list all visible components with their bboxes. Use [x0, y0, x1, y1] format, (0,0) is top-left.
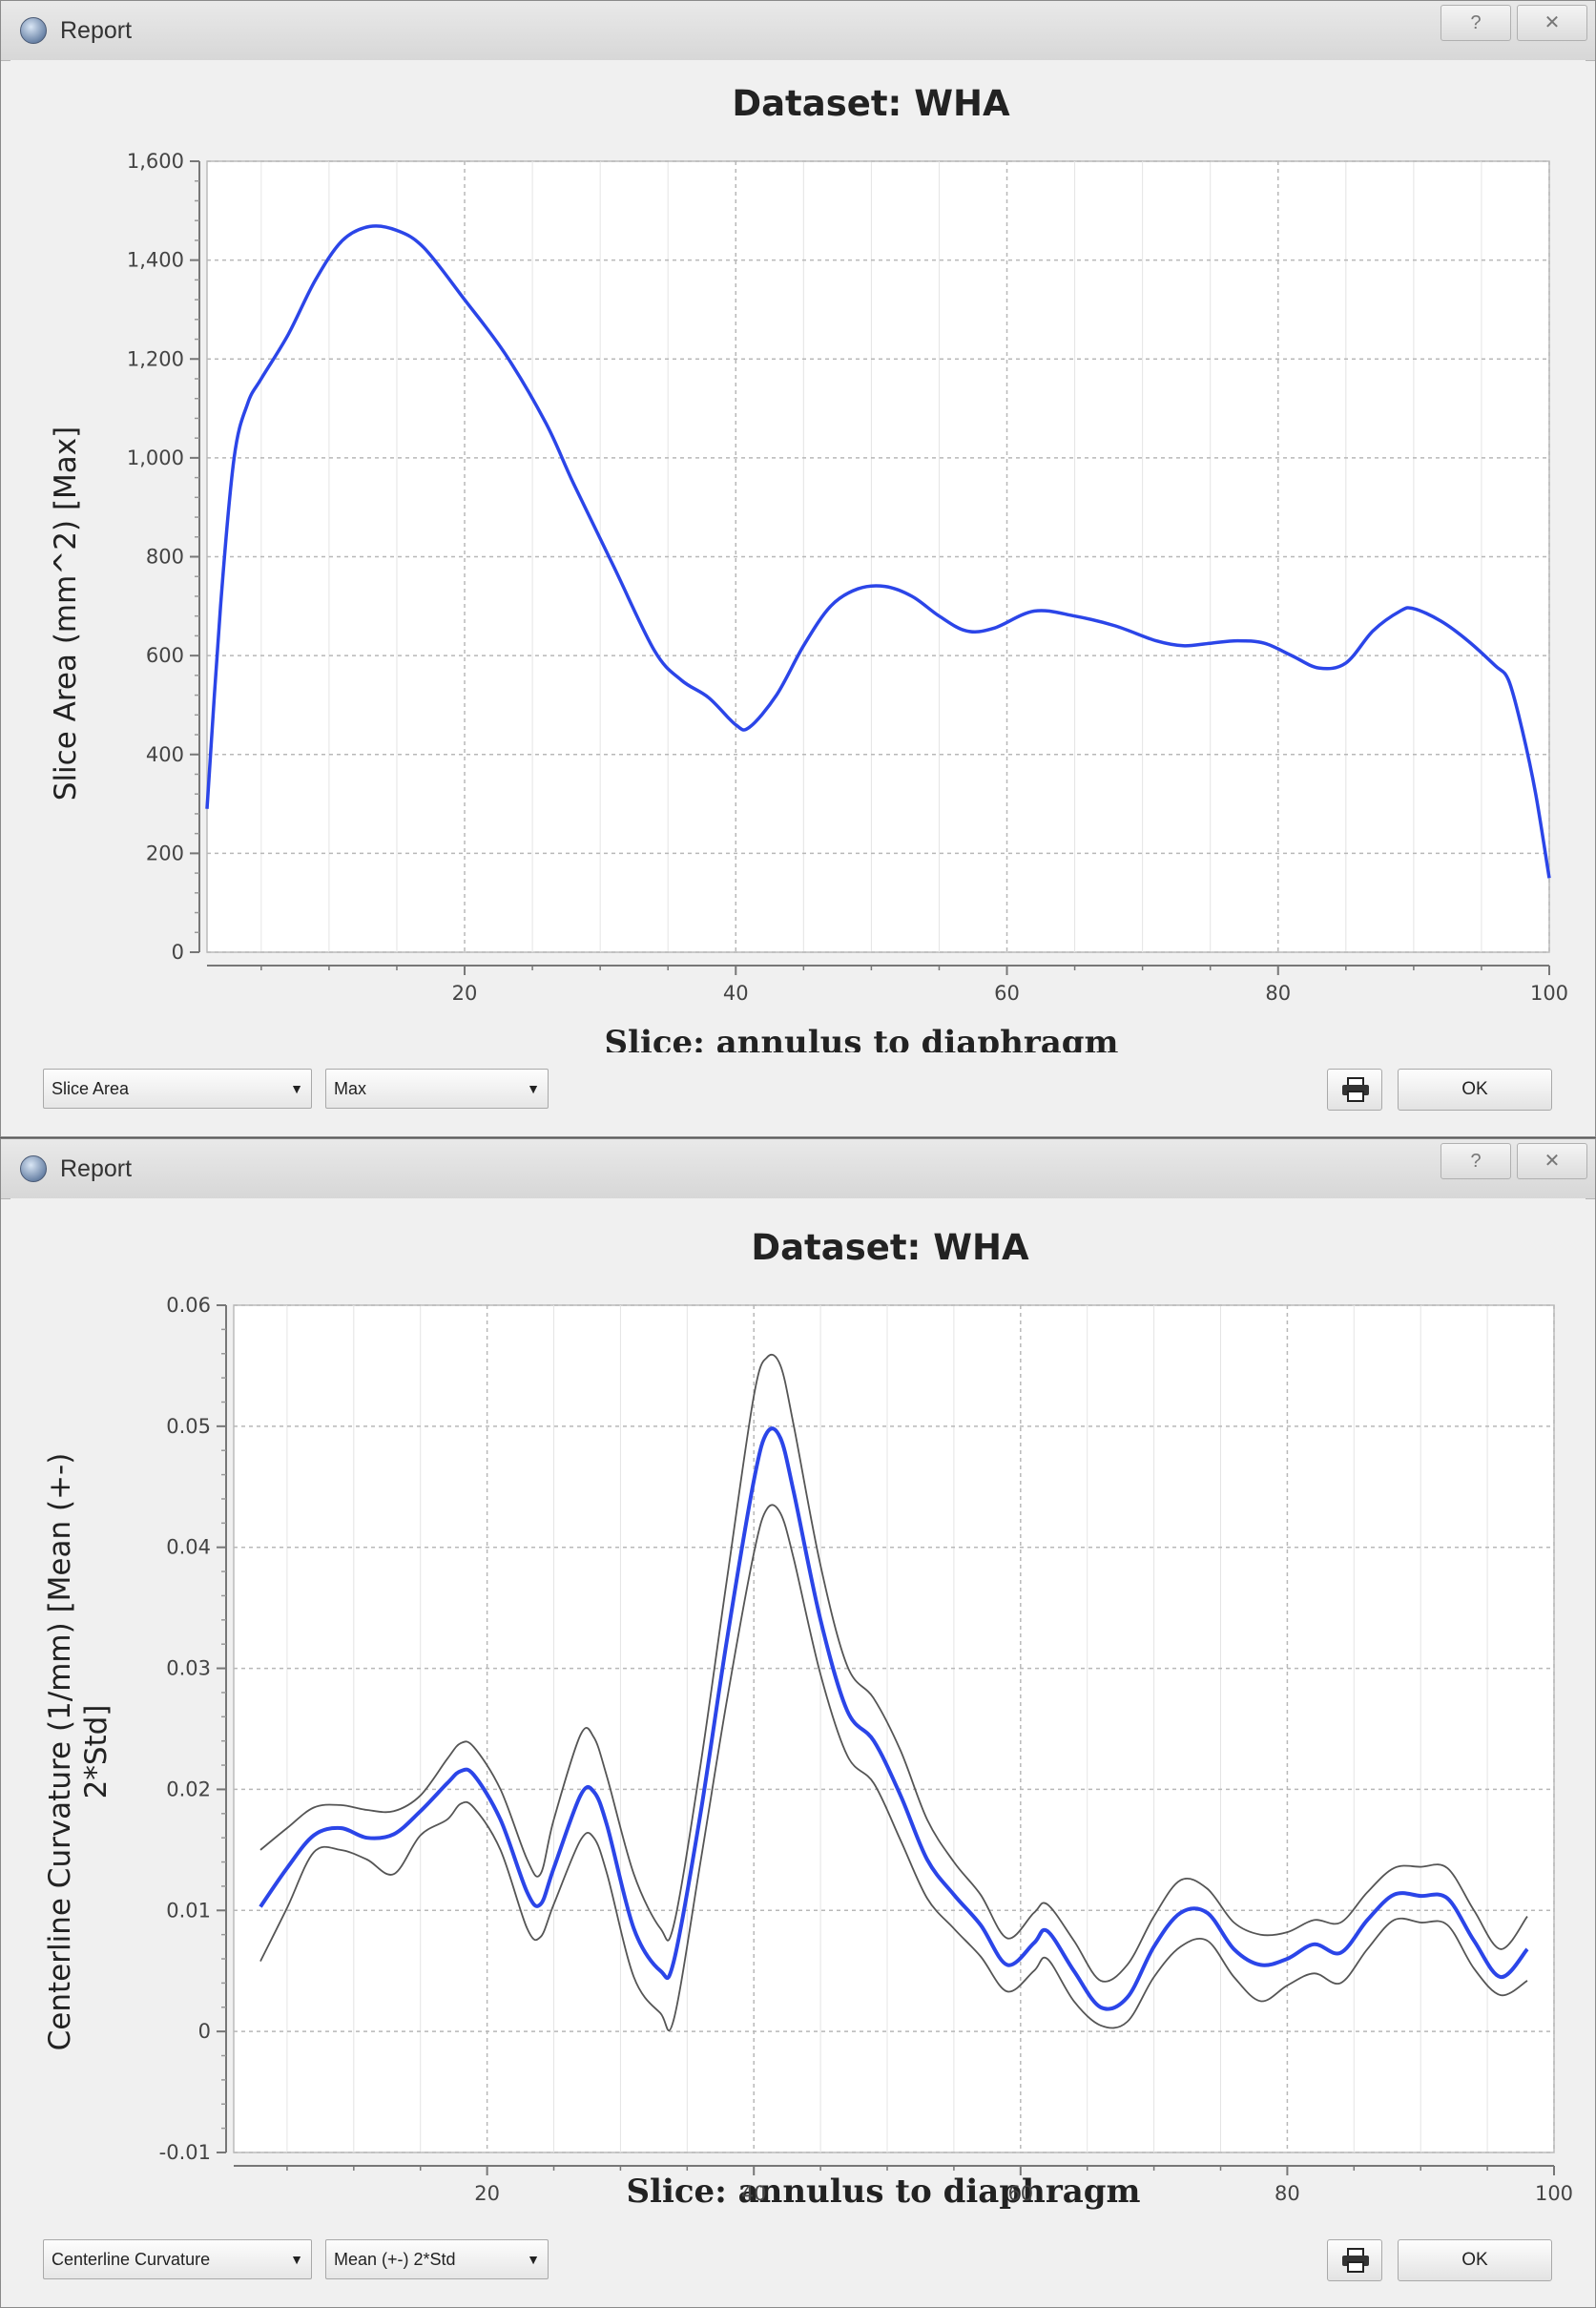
x-tick-label: 80: [1265, 982, 1291, 1005]
y-tick-label: 0.04: [166, 1536, 211, 1559]
y-tick-label: 1,200: [127, 347, 184, 370]
lower-bound-series-line: [259, 1504, 1528, 2031]
slice-area-chart: Dataset: WHA Slice: annulus to diaphragm…: [49, 83, 1568, 1052]
x-tick-label: 40: [723, 982, 749, 1005]
x-tick-label: 100: [1530, 982, 1568, 1005]
metric-select-value: Centerline Curvature: [52, 2250, 211, 2269]
y-tick-label: 800: [146, 546, 184, 569]
stat-select[interactable]: Max ▼: [325, 1069, 549, 1109]
help-button[interactable]: ?: [1441, 1143, 1511, 1179]
chart-panel: Dataset: WHA Slice: annulus to diaphragm…: [10, 1198, 1586, 2219]
y-tick-label: 1,400: [127, 249, 184, 272]
close-button[interactable]: ✕: [1517, 5, 1587, 41]
x-tick-label: 60: [994, 982, 1020, 1005]
y-tick-label: 0.03: [166, 1657, 211, 1680]
stat-select[interactable]: Mean (+-) 2*Std ▼: [325, 2239, 549, 2279]
dropdown-arrow-icon: ▼: [527, 2252, 540, 2267]
y-tick-label: 400: [146, 743, 184, 766]
y-tick-label: 0.05: [166, 1415, 211, 1438]
dropdown-arrow-icon: ▼: [527, 1081, 540, 1096]
x-tick-label: 60: [1007, 2182, 1033, 2205]
dropdown-arrow-icon: ▼: [290, 1081, 303, 1096]
help-button[interactable]: ?: [1441, 5, 1511, 41]
chart-title: Dataset: WHA: [751, 1227, 1029, 1268]
y-tick-label: 1,000: [127, 447, 184, 469]
x-axis-label: Slice: annulus to diaphragm: [604, 1024, 1118, 1052]
printer-icon: [1342, 1077, 1369, 1102]
window-title: Report: [60, 17, 133, 44]
y-tick-label: -0.01: [159, 2141, 211, 2164]
print-button[interactable]: [1327, 1069, 1382, 1111]
bottom-toolbar: Centerline Curvature ▼ Mean (+-) 2*Std ▼…: [1, 2226, 1595, 2307]
y-tick-label: 200: [146, 842, 184, 864]
y-axis-label-line2: 2*Std]: [79, 1705, 114, 1799]
printer-icon: [1342, 2248, 1369, 2273]
report-window-slice-area: Report ? ✕ Dataset: WHA Slice: annulus t…: [0, 0, 1596, 1137]
y-axis-label-line1: Centerline Curvature (1/mm) [Mean (+-): [43, 1453, 77, 2051]
titlebar[interactable]: Report ? ✕: [1, 1, 1595, 61]
metric-select[interactable]: Slice Area ▼: [43, 1069, 312, 1109]
upper-bound-series-line: [259, 1353, 1528, 1983]
plot-area: [233, 1304, 1555, 2153]
titlebar[interactable]: Report ? ✕: [1, 1139, 1595, 1199]
window-title: Report: [60, 1155, 133, 1182]
bottom-toolbar: Slice Area ▼ Max ▼ OK: [1, 1055, 1595, 1136]
y-tick-label: 600: [146, 644, 184, 667]
report-window-curvature: Report ? ✕ Dataset: WHA Slice: annulus t…: [0, 1138, 1596, 2308]
chart-title: Dataset: WHA: [732, 83, 1010, 124]
dropdown-arrow-icon: ▼: [290, 2252, 303, 2267]
y-tick-label: 0.02: [166, 1778, 211, 1800]
ok-button[interactable]: OK: [1398, 1069, 1552, 1111]
print-button[interactable]: [1327, 2239, 1382, 2281]
mean-series-line: [259, 1426, 1529, 2011]
x-tick-label: 20: [474, 2182, 500, 2205]
x-tick-label: 100: [1535, 2182, 1573, 2205]
app-globe-icon: [20, 17, 47, 44]
x-tick-label: 40: [741, 2182, 767, 2205]
y-axis-label: Slice Area (mm^2) [Max]: [49, 426, 83, 801]
metric-select-value: Slice Area: [52, 1079, 130, 1098]
y-tick-label: 0.06: [166, 1294, 211, 1317]
ok-button[interactable]: OK: [1398, 2239, 1552, 2281]
y-tick-label: 0.01: [166, 1899, 211, 1922]
x-axis-label: Slice: annulus to diaphragm: [626, 2173, 1140, 2211]
x-tick-label: 80: [1275, 2182, 1300, 2205]
close-button[interactable]: ✕: [1517, 1143, 1587, 1179]
stat-select-value: Max: [334, 1079, 367, 1098]
chart-panel: Dataset: WHA Slice: annulus to diaphragm…: [10, 60, 1586, 1052]
y-tick-label: 0: [198, 2020, 211, 2043]
y-tick-label: 1,600: [127, 150, 184, 173]
stat-select-value: Mean (+-) 2*Std: [334, 2250, 456, 2269]
y-tick-label: 0: [172, 941, 184, 964]
app-globe-icon: [20, 1155, 47, 1182]
centerline-curvature-chart: Dataset: WHA Slice: annulus to diaphragm…: [43, 1227, 1573, 2211]
slice-area-series-line: [205, 224, 1551, 879]
metric-select[interactable]: Centerline Curvature ▼: [43, 2239, 312, 2279]
x-tick-label: 20: [452, 982, 478, 1005]
